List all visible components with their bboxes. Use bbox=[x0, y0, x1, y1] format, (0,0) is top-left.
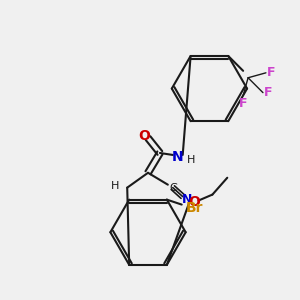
Text: H: H bbox=[186, 155, 195, 165]
Text: F: F bbox=[267, 66, 275, 79]
Text: H: H bbox=[111, 181, 119, 191]
Text: N: N bbox=[182, 193, 192, 206]
Text: O: O bbox=[138, 129, 150, 143]
Text: N: N bbox=[172, 150, 184, 164]
Text: Br: Br bbox=[186, 201, 203, 214]
Text: F: F bbox=[264, 86, 272, 99]
Text: F: F bbox=[239, 97, 248, 110]
Text: O: O bbox=[189, 194, 200, 208]
Text: C: C bbox=[169, 183, 177, 193]
